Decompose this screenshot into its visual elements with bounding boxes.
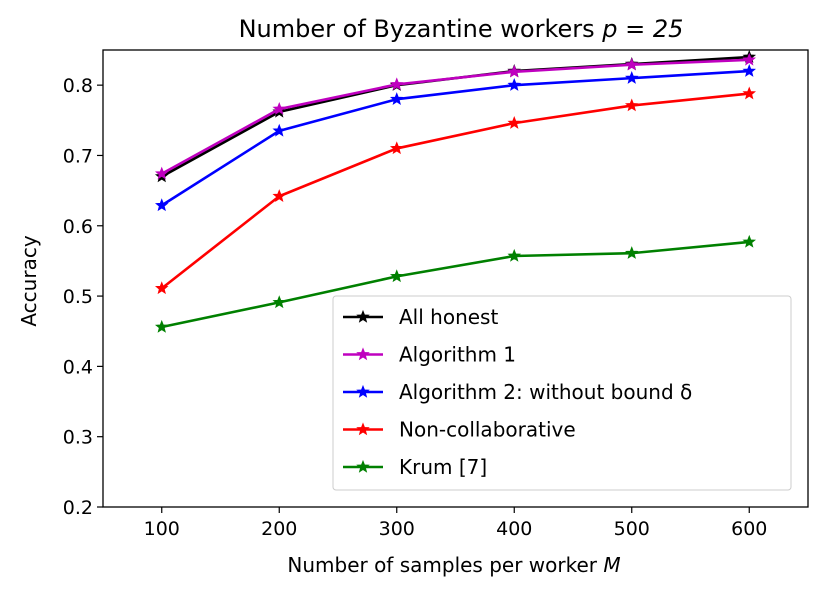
y-tick-label: 0.5 — [63, 286, 93, 308]
series-2-point — [154, 198, 169, 212]
x-tick-label: 200 — [261, 518, 297, 540]
series-4-point — [389, 269, 404, 283]
legend-label-1: Algorithm 1 — [399, 343, 516, 367]
chart-title: Number of Byzantine workers p = 25 — [239, 15, 684, 43]
series-1-point — [272, 101, 287, 115]
series-2-point — [389, 92, 404, 105]
series-2-point — [507, 78, 522, 91]
y-tick-label: 0.7 — [63, 145, 93, 167]
series-1-point — [624, 57, 639, 71]
legend-marker-3 — [356, 422, 370, 436]
y-tick-label: 0.3 — [63, 427, 93, 449]
series-2-point — [742, 63, 757, 77]
x-tick-label: 400 — [496, 518, 532, 540]
series-4-point — [742, 234, 757, 248]
x-axis-title: Number of samples per worker M — [287, 553, 620, 577]
legend-label-3: Non-collaborative — [399, 418, 576, 442]
series-line-3 — [160, 92, 750, 290]
series-3-point — [154, 281, 169, 295]
plot-frame — [102, 49, 809, 508]
legend-marker-4 — [356, 459, 370, 473]
series-4-point — [624, 246, 639, 259]
y-tick-label: 0.2 — [63, 497, 93, 519]
x-tick-label: 600 — [731, 518, 767, 540]
series-3-point — [389, 141, 404, 155]
x-tick-label: 100 — [144, 518, 180, 540]
series-1-point — [507, 64, 522, 78]
series-1-point — [389, 77, 404, 91]
series-3-point — [624, 98, 639, 112]
legend-label-0: All honest — [399, 305, 498, 329]
series-4-point — [272, 295, 287, 309]
y-axis-title: Accuracy — [17, 235, 41, 326]
series-2-point — [272, 123, 287, 137]
series-line-1 — [161, 58, 750, 175]
series-line-0 — [161, 55, 750, 178]
y-tick-label: 0.6 — [63, 216, 93, 238]
x-tick-label: 500 — [614, 518, 650, 540]
series-1-point — [154, 166, 169, 180]
legend-label-2: Algorithm 2: without bound δ — [399, 380, 692, 404]
y-tick-label: 0.4 — [63, 356, 93, 378]
chart-title-math: p = 25 — [601, 15, 683, 43]
legend-marker-2 — [356, 384, 370, 398]
legend: All honest Algorithm 1 Algorithm 2: withou… — [332, 295, 792, 491]
series-4-point — [507, 248, 522, 262]
x-axis-title-text: Number of samples per worker — [287, 553, 603, 577]
legend-box — [332, 295, 792, 491]
series-2-point — [624, 71, 639, 84]
x-tick-label: 300 — [379, 518, 415, 540]
series-line-4 — [161, 240, 750, 329]
series-4-point — [154, 319, 169, 333]
x-axis-title-math: M — [603, 553, 620, 577]
series-1-point — [742, 52, 757, 66]
plot-area: 100 200 300 400 500 600 0.2 0.3 0.4 0.5 0.6 0.7 0.8 A… — [63, 49, 809, 540]
legend-label-4: Krum [7] — [399, 455, 487, 479]
series-3-point — [507, 116, 522, 129]
y-tick-label: 0.8 — [63, 75, 93, 97]
chart-title-text: Number of Byzantine workers — [239, 15, 603, 43]
legend-marker-1 — [356, 347, 370, 361]
series-3-point — [742, 86, 757, 100]
series-line-2 — [161, 69, 750, 207]
series-3-point — [272, 189, 287, 202]
legend-marker-0 — [356, 309, 370, 323]
